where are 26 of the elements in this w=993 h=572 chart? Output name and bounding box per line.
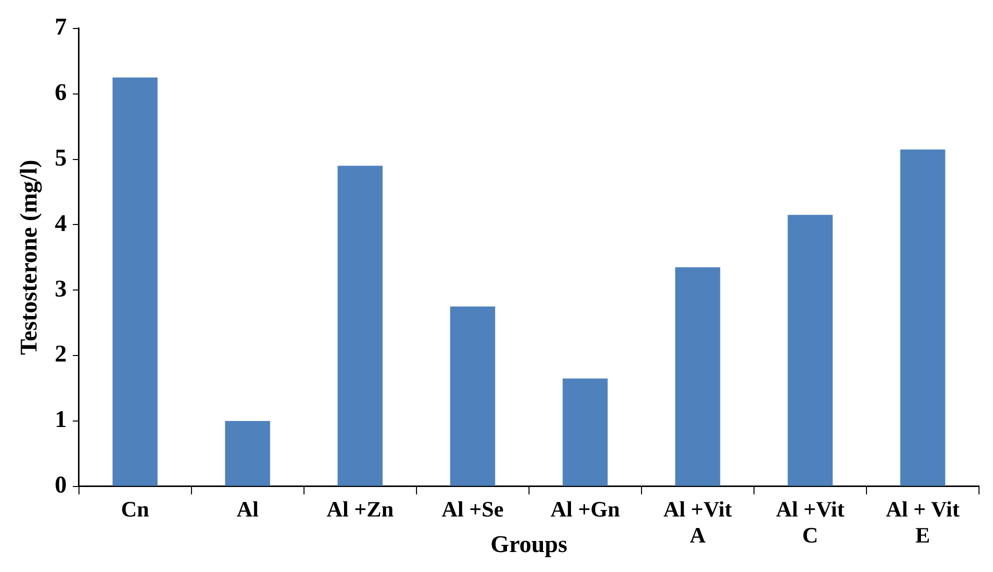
x-tick-label: Al +Se	[442, 496, 504, 522]
y-tick-label: 4	[54, 210, 67, 237]
x-tick-label: Al + Vit E	[886, 496, 960, 548]
y-tick-label: 0	[54, 472, 67, 499]
y-tick-label: 6	[54, 80, 67, 106]
y-axis-title: Testosterone (mg/l)	[16, 160, 43, 356]
y-tick-label: 1	[54, 407, 67, 434]
bar	[788, 214, 833, 486]
bar	[225, 420, 270, 486]
x-tick-label: Al +Vit C	[776, 496, 846, 548]
x-tick-label: Cn	[121, 496, 150, 522]
bar	[338, 166, 383, 486]
x-tick-label: Al +Zn	[326, 496, 394, 522]
x-axis-title: Groups	[490, 532, 568, 558]
bar	[450, 306, 496, 486]
x-tick-label: Al	[236, 496, 259, 522]
x-tick-label: Al +Vit A	[663, 496, 733, 548]
y-tick-label: 5	[54, 145, 67, 172]
bar	[562, 378, 608, 486]
x-tick-label: Al +Gn	[550, 496, 620, 522]
y-tick-label: 3	[54, 276, 67, 302]
y-tick-label: 2	[54, 342, 67, 368]
y-tick-label: 7	[54, 14, 67, 41]
bar	[900, 149, 946, 486]
bar	[112, 77, 158, 486]
bar	[675, 267, 720, 486]
